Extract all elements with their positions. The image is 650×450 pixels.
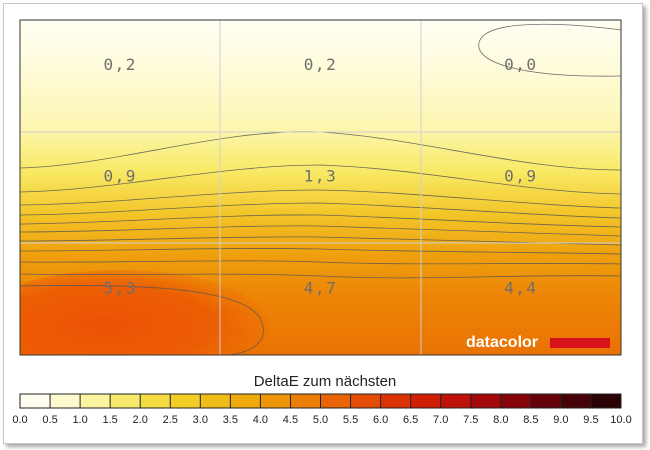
colorbar-swatch (80, 394, 111, 408)
colorbar-tick-label: 2.5 (163, 414, 178, 426)
colorbar-swatch (560, 394, 592, 408)
contour-line (20, 214, 621, 228)
plot-border (19, 19, 622, 356)
colorbar-swatch (260, 394, 291, 408)
contour-lines (20, 23, 621, 355)
cell-value-label: 0,2 (304, 55, 337, 74)
colorbar-tick-label: 3.0 (193, 414, 208, 426)
colorbar-swatch (470, 394, 502, 408)
colorbar-tick-label: 6.5 (403, 414, 418, 426)
colorbar-swatch (380, 394, 411, 408)
colorbar-tick-label: 5.0 (313, 414, 328, 426)
colorbar-tick-label: 9.5 (583, 414, 598, 426)
colorbar-swatch (410, 394, 441, 408)
cell-value-label: 4,7 (304, 278, 337, 297)
logo-text: datacolor (466, 334, 538, 351)
colorbar-swatch (170, 394, 201, 408)
datacolor-logo: datacolor (466, 334, 610, 351)
contour-line (20, 225, 621, 237)
colorbar-swatch (110, 394, 141, 408)
colorbar-tick-label: 8.0 (493, 414, 508, 426)
colorbar-swatch (50, 394, 81, 408)
hotspot-region (20, 270, 270, 355)
colorbar-swatch (590, 394, 622, 408)
colorbar-tick-label: 4.5 (283, 414, 298, 426)
logo-red-bar (550, 338, 610, 348)
colorbar-tick-label: 0.5 (42, 414, 57, 426)
cell-value-label: 0,9 (504, 167, 537, 186)
contour-line (20, 164, 621, 195)
contour-line (20, 284, 264, 355)
colorbar-swatch (140, 394, 171, 408)
colorbar-title: DeltaE zum nächsten (254, 373, 397, 390)
contour-line (20, 273, 621, 279)
colorbar-swatch (320, 394, 351, 408)
cell-value-label: 0,0 (504, 55, 537, 74)
colorbar-tick-label: 0.0 (12, 414, 27, 426)
cell-value-label: 1,3 (304, 167, 337, 186)
colorbar-swatch (290, 394, 321, 408)
colorbar-swatch (530, 394, 562, 408)
colorbar-tick-label: 10.0 (610, 414, 631, 426)
colorbar-tick-label: 7.5 (463, 414, 478, 426)
colorbar-swatch (20, 394, 51, 408)
colorbar-tick-label: 5.5 (343, 414, 358, 426)
colorbar-swatch (230, 394, 261, 408)
heatmap-gridlines (20, 20, 621, 355)
colorbar-tick-label: 6.0 (373, 414, 388, 426)
colorbar-swatch (200, 394, 231, 408)
colorbar-swatch (500, 394, 532, 408)
heatmap-plot-area: 0,2 0,2 0,0 0,9 1,3 0,9 5,3 4,7 4,4 datacolor (19, 19, 622, 356)
contour-line (478, 23, 621, 77)
colorbar-legend: 0.0 0.5 1.0 1.5 2.0 2.5 3.0 3.5 4.0 4.5 5.0 5.5 6.0 6… (12, 393, 632, 426)
colorbar-swatch (440, 394, 472, 408)
contour-line (20, 248, 621, 255)
contour-line (20, 260, 621, 265)
colorbar-tick-label: 7.0 (433, 414, 448, 426)
cell-value-label: 0,2 (103, 55, 136, 74)
cell-value-label: 5,3 (103, 278, 136, 297)
colorbar-tick-label: 1.0 (72, 414, 87, 426)
colorbar-tick-label: 1.5 (103, 414, 118, 426)
colorbar-swatch (350, 394, 381, 408)
colorbar-tick-label: 9.0 (553, 414, 568, 426)
contour-line (20, 236, 621, 246)
cell-value-label: 4,4 (504, 278, 537, 297)
contour-line (20, 189, 621, 209)
cell-value-label: 0,9 (103, 167, 136, 186)
colorbar-tick-label: 4.0 (253, 414, 268, 426)
contour-line (20, 202, 621, 219)
colorbar-tick-label: 3.5 (223, 414, 238, 426)
colorbar-tick-label: 8.5 (523, 414, 538, 426)
colorbar-tick-label: 2.0 (133, 414, 148, 426)
